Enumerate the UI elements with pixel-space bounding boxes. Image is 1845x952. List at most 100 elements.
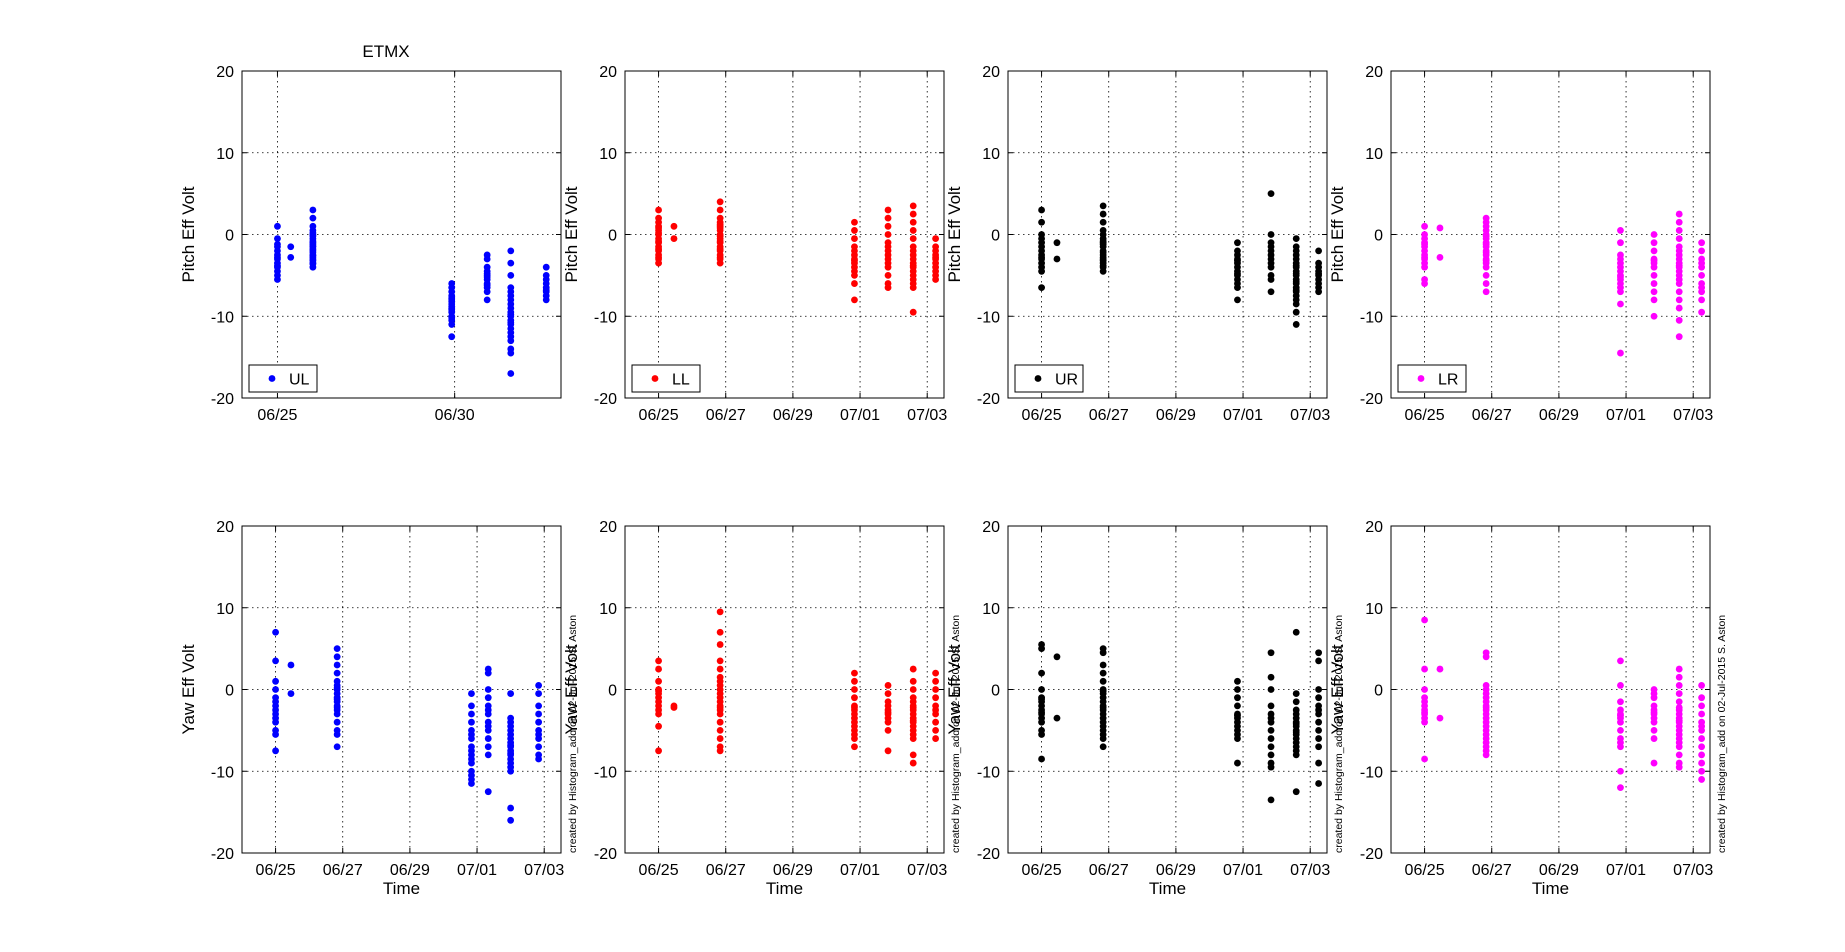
data-point	[507, 259, 515, 267]
data-point	[484, 751, 492, 759]
y-tick-label: -20	[594, 391, 617, 408]
data-point	[1234, 712, 1241, 720]
x-tick-label: 07/01	[1606, 407, 1646, 424]
data-point	[716, 718, 724, 726]
data-point	[716, 710, 724, 718]
data-point	[1698, 767, 1706, 775]
data-point	[274, 235, 281, 242]
data-point	[484, 694, 492, 702]
data-point	[1315, 735, 1323, 742]
data-point	[884, 708, 892, 716]
y-tick-label: -20	[594, 846, 617, 863]
data-point	[1617, 288, 1624, 296]
y-tick-label: 20	[599, 64, 617, 81]
data-point	[932, 706, 940, 714]
data-point	[1698, 751, 1706, 759]
y-axis-label: Yaw Eff Volt	[1328, 644, 1347, 734]
data-point	[1292, 278, 1300, 286]
y-tick-label: -10	[594, 764, 617, 781]
data-point	[716, 665, 724, 673]
data-point	[1053, 239, 1061, 247]
data-point	[1617, 227, 1624, 234]
data-point	[507, 749, 515, 757]
x-tick-label: 07/03	[907, 407, 947, 424]
y-tick-label: -10	[594, 309, 617, 326]
data-point	[333, 653, 341, 661]
data-point	[1099, 218, 1107, 226]
data-point	[884, 243, 892, 251]
axes-box	[1390, 70, 1711, 399]
y-axis-label: Yaw Eff Volt	[945, 644, 964, 734]
y-tick-label: 20	[982, 519, 1000, 536]
data-point	[1650, 296, 1658, 304]
y-tick-label: 10	[1365, 146, 1383, 163]
y-axis-label: Pitch Eff Volt	[1328, 186, 1347, 282]
data-point	[1421, 686, 1428, 693]
data-point	[909, 202, 917, 210]
data-point	[851, 280, 858, 287]
data-point	[1617, 743, 1624, 751]
y-axis-label: Pitch Eff Volt	[179, 186, 198, 282]
data-point	[1267, 288, 1275, 296]
data-point	[1421, 253, 1428, 261]
data-point	[851, 257, 858, 265]
data-point	[1675, 704, 1683, 711]
data-point	[483, 296, 491, 304]
y-tick-label: -10	[1360, 764, 1383, 781]
data-point	[1698, 296, 1706, 304]
data-point	[1315, 649, 1323, 657]
data-point	[535, 743, 543, 751]
data-point	[1099, 661, 1107, 669]
data-point	[483, 288, 491, 296]
data-point	[851, 271, 858, 279]
data-point	[468, 731, 475, 738]
data-point	[535, 682, 543, 689]
data-point	[1482, 232, 1490, 240]
data-point	[716, 641, 724, 648]
data-point	[884, 718, 892, 726]
data-point	[535, 718, 543, 726]
panel-pitch-2: 20 10 0 -10 -20 06/25 06/27 06/29 07/01 07/03 Pitc…	[562, 64, 947, 424]
data-point	[1698, 759, 1706, 767]
data-point	[655, 687, 662, 695]
data-point	[1038, 669, 1045, 677]
y-tick-label: -20	[977, 391, 1000, 408]
x-tick-label: 06/29	[1156, 862, 1196, 879]
y-tick-label: 0	[1374, 683, 1383, 700]
data-point	[1675, 288, 1683, 296]
data-point	[1436, 714, 1444, 722]
data-point	[274, 253, 281, 261]
y-axis-label: Yaw Eff Volt	[179, 644, 198, 734]
data-point	[1675, 210, 1683, 218]
data-point	[655, 706, 662, 714]
data-point	[468, 702, 475, 710]
data-point	[851, 686, 858, 693]
data-point	[655, 229, 662, 237]
data-point	[448, 303, 456, 310]
data-point	[1267, 190, 1275, 198]
data-point	[1234, 735, 1241, 742]
y-tick-label: 10	[1365, 601, 1383, 618]
data-point	[309, 229, 317, 237]
panel-yaw-1: 20 10 0 -10 -20 06/25 06/27 06/29 07/01 07/03 Yaw …	[179, 519, 579, 898]
data-point	[272, 686, 279, 693]
data-point	[484, 722, 492, 730]
data-point	[484, 669, 492, 677]
axes-box	[241, 525, 562, 854]
data-point	[655, 253, 662, 261]
data-point	[535, 690, 543, 697]
data-point	[1099, 669, 1107, 677]
data-point	[884, 231, 892, 238]
y-tick-label: 10	[982, 601, 1000, 618]
data-point	[468, 710, 475, 718]
data-point	[1482, 263, 1490, 271]
data-point	[448, 294, 456, 302]
data-point	[716, 245, 724, 253]
data-point	[884, 206, 892, 214]
data-point	[309, 252, 317, 260]
y-tick-label: -20	[1360, 846, 1383, 863]
x-tick-label: 06/29	[773, 407, 813, 424]
data-point	[851, 677, 858, 685]
data-point	[1267, 243, 1275, 251]
data-point	[1292, 728, 1300, 736]
